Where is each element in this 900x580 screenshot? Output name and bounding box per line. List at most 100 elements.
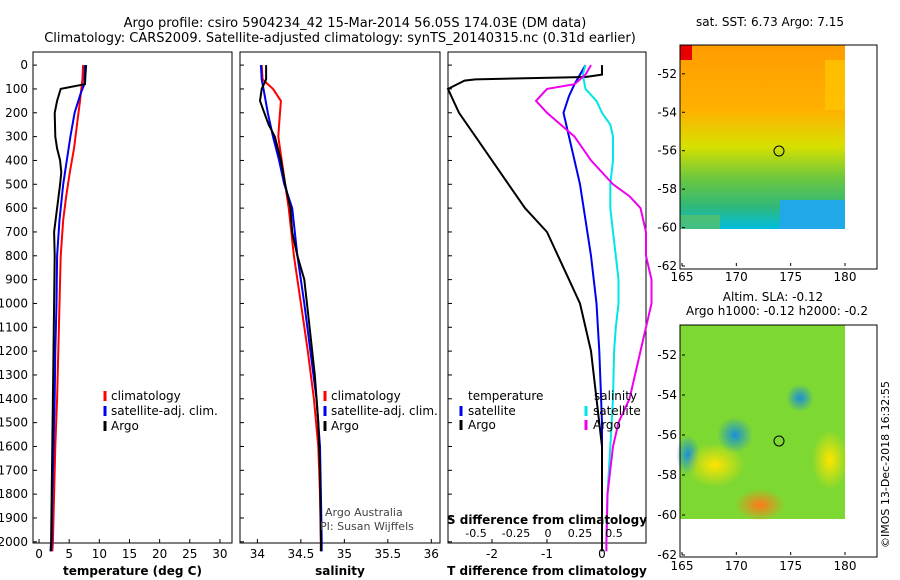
- x-tick-label: 25: [182, 547, 197, 561]
- legend-label: Argo: [468, 418, 496, 432]
- x-tick-label: 20: [152, 547, 167, 561]
- depth-tick-label: 1500: [0, 416, 28, 430]
- legend-label: Argo: [593, 418, 621, 432]
- sst-field: [680, 45, 845, 229]
- legend-label: Argo: [331, 419, 359, 433]
- legend-label: satellite: [593, 404, 641, 418]
- sla-high-patch: [685, 443, 745, 487]
- map-x-tick-label: 170: [725, 270, 748, 284]
- temperature-frame: [32, 51, 233, 544]
- series-temperature-satellite: [562, 64, 603, 552]
- map-y-tick-label: -54: [657, 388, 677, 402]
- map-y-tick-label: -54: [657, 105, 677, 119]
- series-salinity-satellite: [581, 64, 620, 552]
- depth-tick-label: 600: [5, 201, 28, 215]
- sla-field: [680, 325, 845, 519]
- top-tick-label: 0.5: [605, 527, 623, 540]
- argo-marker-sla: [773, 435, 785, 447]
- sla-map-title-line1: Altim. SLA: -0.12: [723, 290, 823, 304]
- legend-label: climatology: [331, 389, 401, 403]
- x-axis-label: salinity: [315, 564, 365, 578]
- depth-tick-label: 1200: [0, 344, 28, 358]
- difference-frame: [447, 51, 647, 544]
- top-tick-label: -0.25: [502, 527, 530, 540]
- sla-high-patch: [735, 489, 785, 521]
- temperature-panel: 0100200300400500600700800900100011001200…: [0, 51, 233, 578]
- legend-temperature-title: temperature: [468, 389, 543, 403]
- sla-high-patch: [812, 430, 848, 490]
- sst-warm-patch: [680, 45, 692, 60]
- x-tick-label: 5: [65, 547, 73, 561]
- depth-tick-label: 1000: [0, 296, 28, 310]
- map-y-tick-label: -52: [657, 67, 677, 81]
- x-tick-label: -1: [541, 547, 553, 561]
- legend-label: satellite-adj. clim.: [111, 404, 218, 418]
- series-climatology: [51, 65, 85, 552]
- map-y-tick-label: -56: [657, 144, 677, 158]
- salinity-panel: 34 34.5 35 35.5 36 salinity climatologysatelli…: [239, 51, 441, 578]
- difference-panel: -2 -1 0 T difference from climatology temper…: [446, 51, 653, 578]
- map-x-tick-label: 180: [834, 559, 857, 573]
- x-tick-label: 30: [212, 547, 227, 561]
- credit-line2: PI: Susan Wijffels: [320, 520, 414, 533]
- depth-tick-label: 300: [5, 130, 28, 144]
- depth-tick-label: 200: [5, 106, 28, 120]
- series-argo: [49, 65, 88, 552]
- figure-title-line2: Climatology: CARS2009. Satellite-adjuste…: [44, 31, 636, 46]
- map-x-tick-label: 180: [834, 270, 857, 284]
- salinity-frame: [239, 51, 441, 544]
- depth-tick-label: 2000: [0, 535, 28, 549]
- x-tick-label: 34: [250, 547, 265, 561]
- map-x-tick-label: 170: [725, 559, 748, 573]
- map-x-tick-label: 165: [671, 270, 694, 284]
- depth-tick-label: 0: [20, 58, 28, 72]
- x-axis-label-top: S difference from climatology: [447, 513, 647, 527]
- x-axis-label: temperature (deg C): [63, 564, 202, 578]
- sla-low-patch: [717, 417, 753, 453]
- map-y-tick-label: -56: [657, 428, 677, 442]
- series-temperature-argo: [446, 65, 603, 552]
- sla-map-axes: 165 170 175 180 -52 -54 -56 -58 -60 -62: [657, 348, 856, 573]
- sst-map: sat. SST: 6.73 Argo: 7.15 165 170 175 180 -5…: [657, 15, 878, 284]
- legend-label: climatology: [111, 389, 181, 403]
- series-climatology: [260, 65, 322, 552]
- top-tick-label: 0.25: [568, 527, 593, 540]
- figure-title-line1: Argo profile: csiro 5904234_42 15-Mar-20…: [124, 16, 587, 31]
- legend-label: satellite-adj. clim.: [331, 404, 438, 418]
- x-tick-label: 36: [424, 547, 439, 561]
- map-x-tick-label: 175: [779, 559, 802, 573]
- sst-cold-patch: [780, 200, 845, 229]
- sst-patch: [825, 60, 845, 110]
- map-y-tick-label: -62: [657, 259, 677, 273]
- map-x-tick-label: 175: [779, 270, 802, 284]
- legend-label: Argo: [111, 419, 139, 433]
- sst-map-title: sat. SST: 6.73 Argo: 7.15: [696, 15, 844, 29]
- map-y-tick-label: -62: [657, 548, 677, 562]
- x-tick-label: 0: [35, 547, 43, 561]
- map-y-tick-label: -58: [657, 468, 677, 482]
- depth-tick-label: 400: [5, 153, 28, 167]
- depth-tick-label: 900: [5, 273, 28, 287]
- profile-panels: 0100200300400500600700800900100011001200…: [0, 51, 653, 578]
- legend-label: satellite: [468, 404, 516, 418]
- x-tick-label: 0: [598, 547, 606, 561]
- sla-map: Altim. SLA: -0.12 Argo h1000: -0.12 h200…: [657, 290, 878, 573]
- top-tick-label: 0: [545, 527, 552, 540]
- depth-tick-label: 700: [5, 225, 28, 239]
- x-tick-label: 10: [92, 547, 107, 561]
- legend-salinity-title: salinity: [594, 389, 637, 403]
- top-tick-label: -0.5: [465, 527, 486, 540]
- map-y-tick-label: -60: [657, 221, 677, 235]
- series-satellite-adj-clim-: [259, 65, 323, 552]
- depth-tick-label: 800: [5, 249, 28, 263]
- x-tick-label: 35: [337, 547, 352, 561]
- depth-tick-label: 1900: [0, 511, 28, 525]
- x-tick-label: 35.5: [374, 547, 401, 561]
- sla-map-title-line2: Argo h1000: -0.12 h2000: -0.2: [686, 304, 868, 318]
- credit-line1: Argo Australia: [325, 506, 403, 519]
- timestamp-label: ©IMOS 13-Dec-2018 16:32:55: [879, 381, 892, 548]
- sla-low-patch: [786, 384, 814, 412]
- map-y-tick-label: -60: [657, 508, 677, 522]
- x-axis-label: T difference from climatology: [447, 564, 647, 578]
